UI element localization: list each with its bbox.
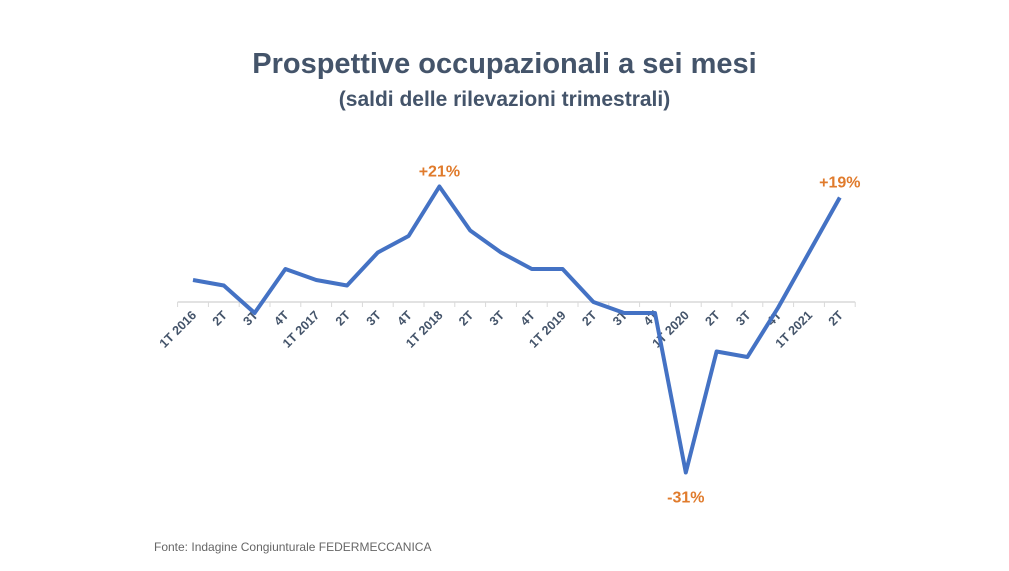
x-tick-label: 2T	[333, 308, 353, 328]
x-tick-label: 2T	[210, 308, 230, 328]
x-tick-label: 2T	[703, 308, 723, 328]
data-label: +19%	[819, 175, 860, 192]
series-line	[192, 184, 842, 475]
x-tick-label: 4T	[395, 308, 415, 328]
x-tick-label: 2T	[579, 308, 599, 328]
chart-title: Prospettive occupazionali a sei mesi	[252, 48, 757, 80]
source-note: Fonte: Indagine Congiunturale FEDERMECCA…	[154, 540, 432, 554]
x-tick-label: 3T	[733, 308, 753, 328]
chart-subtitle: (saldi delle rilevazioni trimestrali)	[338, 88, 671, 111]
data-label: +21%	[419, 164, 460, 181]
x-tick-label: 4T	[271, 308, 291, 328]
x-tick-label: 4T	[518, 308, 538, 328]
x-tick-label: 1T 2016	[157, 308, 199, 350]
x-tick-label: 3T	[487, 308, 507, 328]
x-tick-label: 2T	[826, 308, 846, 328]
x-tick-label: 2T	[456, 308, 476, 328]
x-tick-label: 3T	[364, 308, 384, 328]
data-label: -31%	[667, 490, 704, 507]
